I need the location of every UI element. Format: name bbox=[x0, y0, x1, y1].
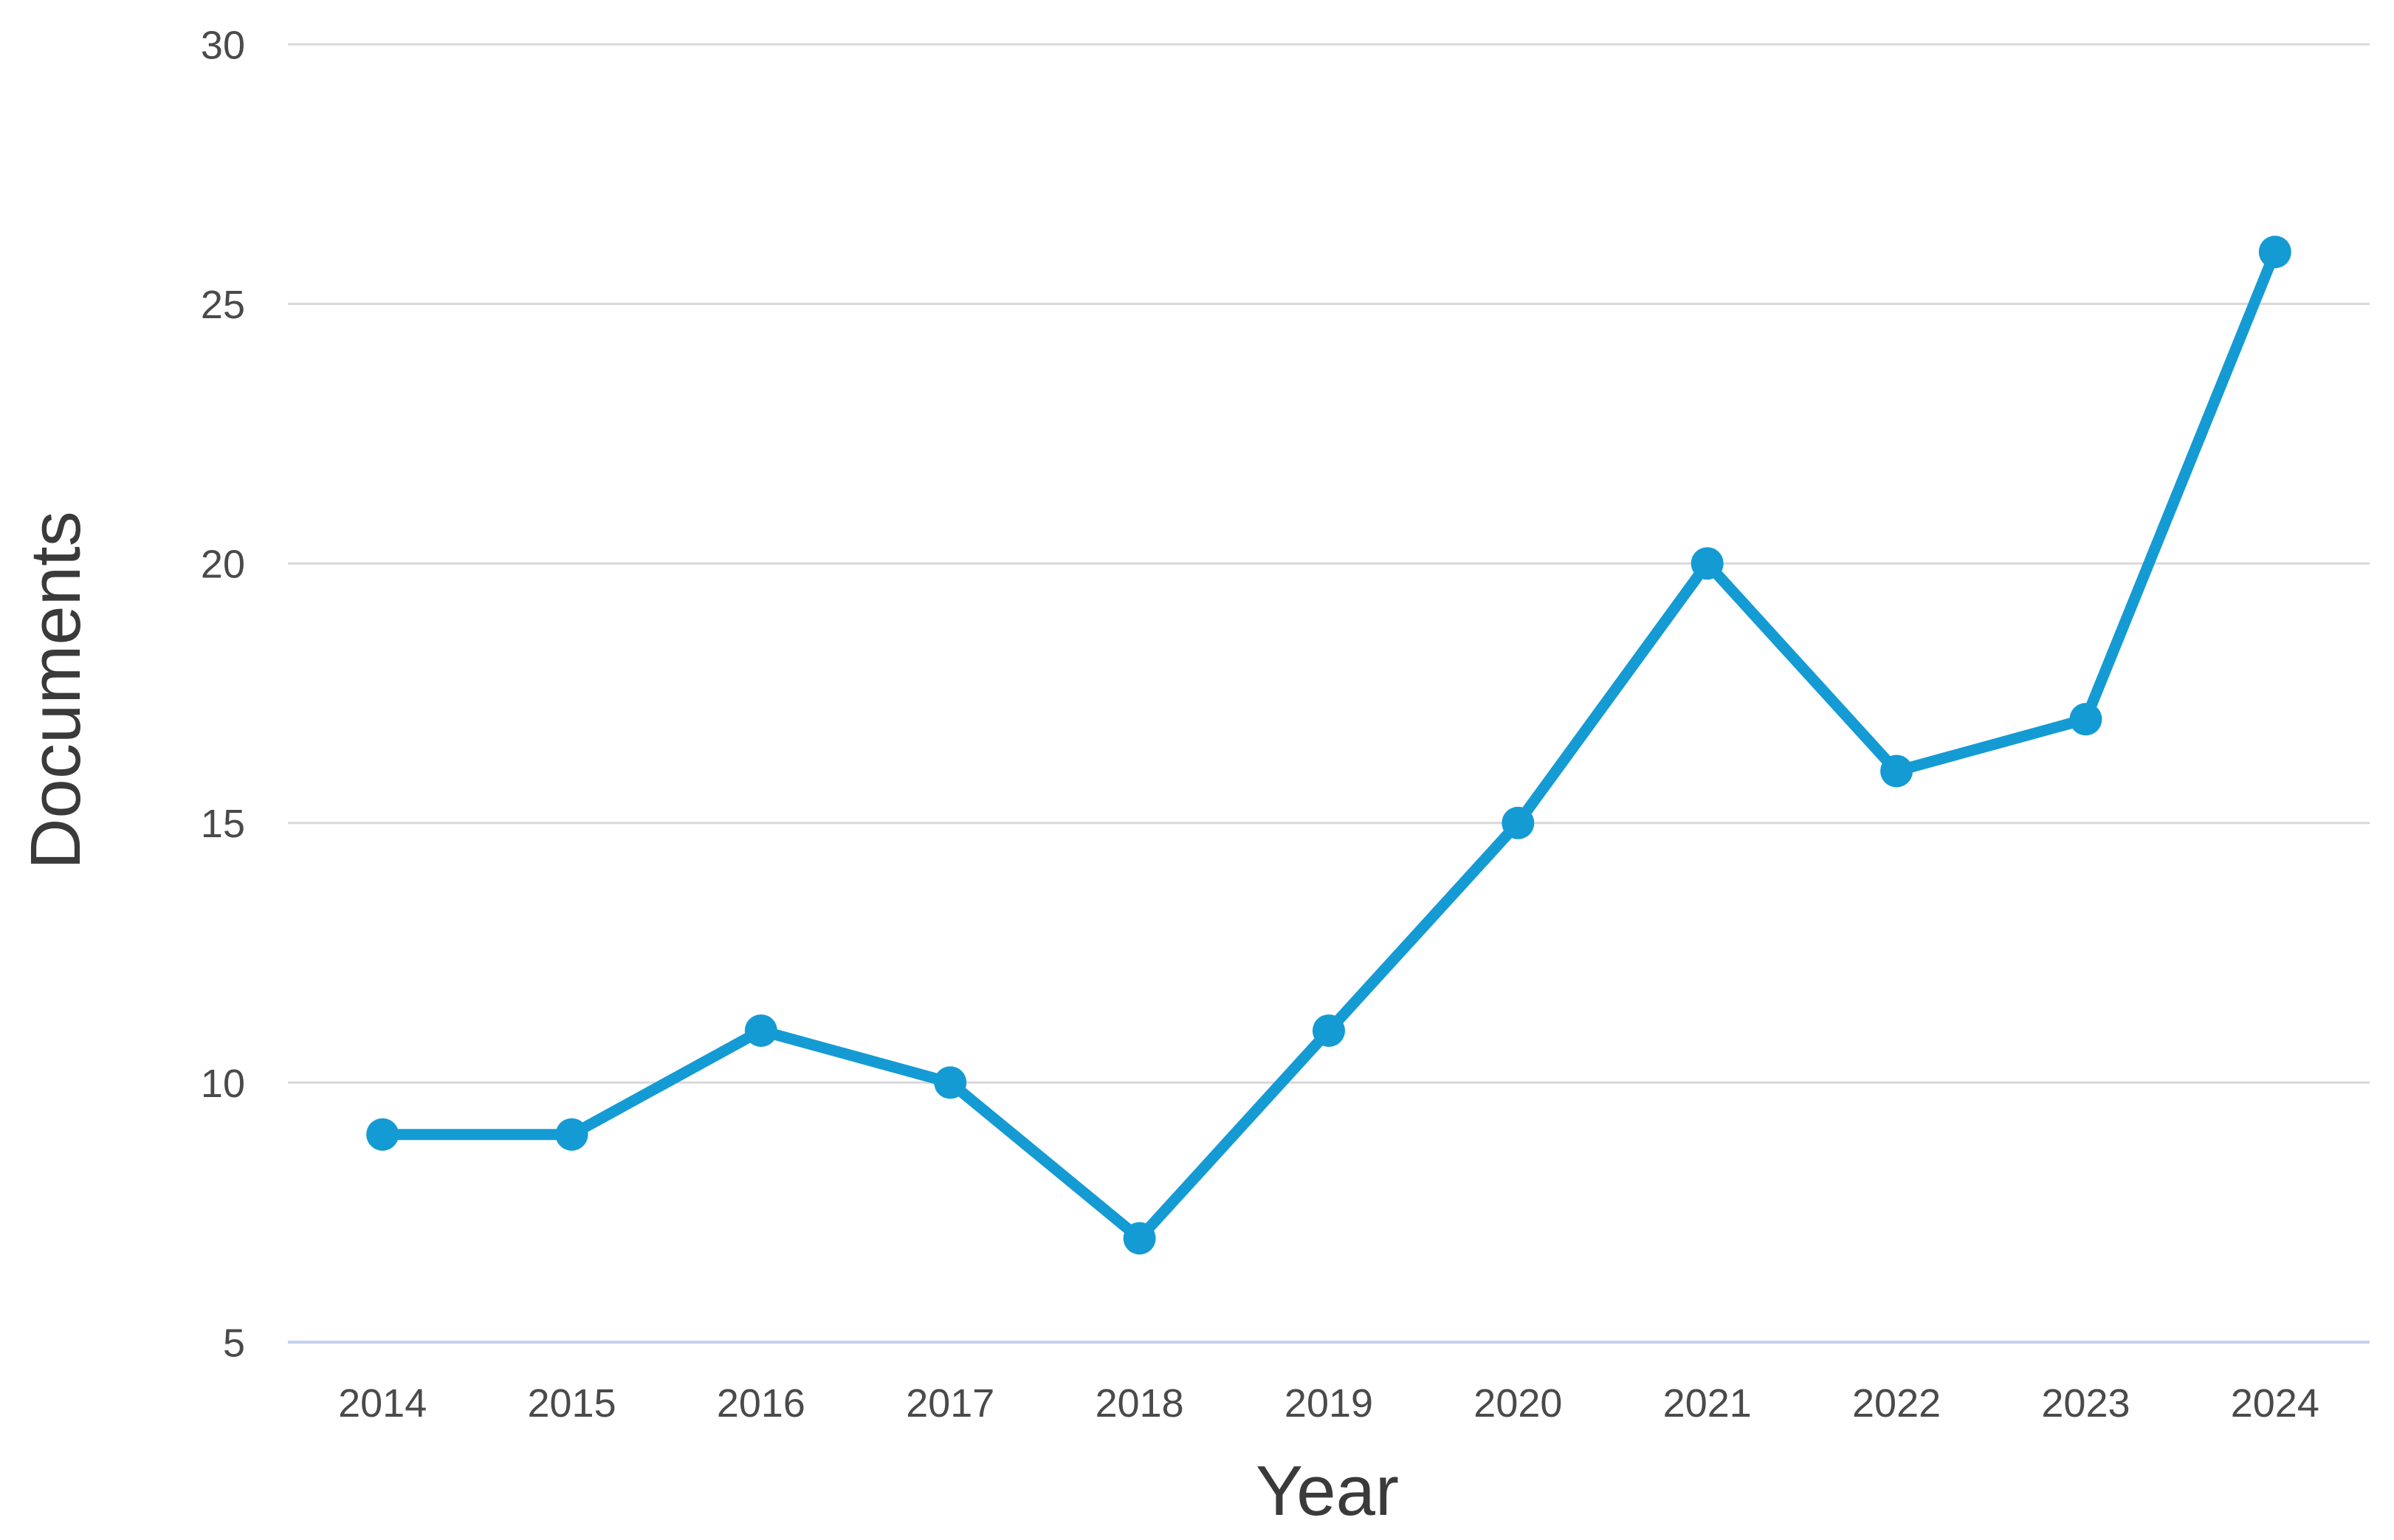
y-tick-label: 25 bbox=[201, 283, 245, 327]
x-tick-label: 2017 bbox=[906, 1381, 994, 1426]
data-point-2018[interactable] bbox=[1123, 1222, 1156, 1255]
x-tick-label: 2019 bbox=[1284, 1381, 1373, 1426]
y-tick-label: 30 bbox=[201, 23, 245, 67]
data-point-2014[interactable] bbox=[366, 1118, 399, 1151]
data-point-2016[interactable] bbox=[744, 1014, 777, 1048]
data-point-2019[interactable] bbox=[1313, 1014, 1345, 1048]
x-tick-label: 2014 bbox=[338, 1381, 427, 1426]
x-tick-label: 2022 bbox=[1852, 1381, 1941, 1426]
line-series-group bbox=[366, 236, 2291, 1255]
y-tick-label: 5 bbox=[223, 1321, 245, 1365]
tick-labels-group: 5 10 15 20 25 30 2014 2015 2016 2017 2018 2019 2020 2… bbox=[201, 23, 2319, 1426]
data-point-2017[interactable] bbox=[934, 1066, 967, 1099]
data-point-2024[interactable] bbox=[2258, 236, 2291, 269]
x-tick-label: 2018 bbox=[1095, 1381, 1184, 1426]
data-point-2015[interactable] bbox=[555, 1118, 588, 1151]
x-tick-label: 2024 bbox=[2231, 1381, 2319, 1426]
x-tick-label: 2020 bbox=[1473, 1381, 1562, 1426]
y-tick-label: 15 bbox=[201, 802, 245, 846]
gridlines-group bbox=[288, 43, 2370, 1344]
x-axis-title: Year bbox=[1256, 1451, 1399, 1530]
documents-line bbox=[376, 246, 2281, 1244]
data-point-2022[interactable] bbox=[1880, 754, 1913, 788]
x-tick-label: 2015 bbox=[527, 1381, 616, 1426]
y-axis-title: Documents bbox=[16, 511, 95, 870]
x-tick-label: 2021 bbox=[1663, 1381, 1752, 1426]
x-tick-label: 2016 bbox=[717, 1381, 805, 1426]
data-point-2020[interactable] bbox=[1502, 806, 1535, 839]
y-tick-label: 10 bbox=[201, 1062, 245, 1106]
data-point-2021[interactable] bbox=[1690, 547, 1724, 580]
data-point-2023[interactable] bbox=[2069, 703, 2102, 736]
y-tick-label: 20 bbox=[201, 543, 245, 587]
x-tick-label: 2023 bbox=[2041, 1381, 2130, 1426]
